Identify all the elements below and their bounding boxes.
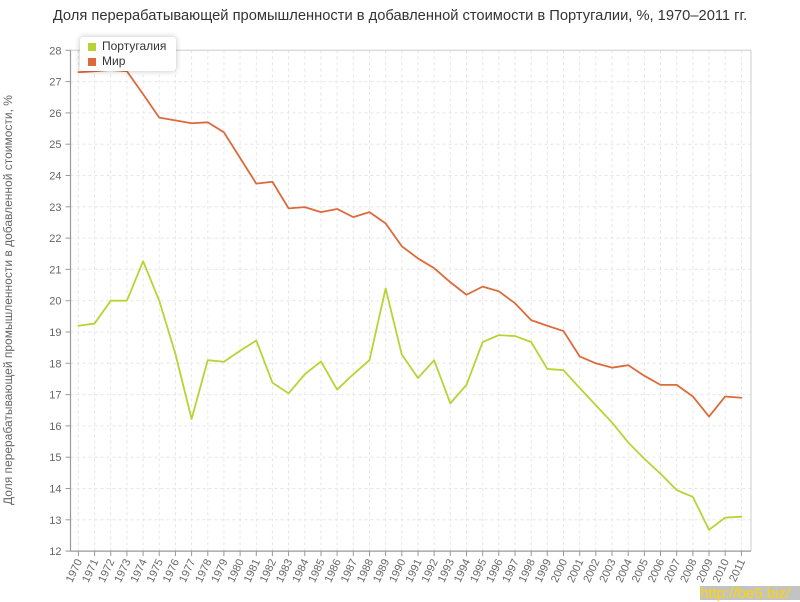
svg-text:14: 14	[49, 484, 61, 496]
svg-text:17: 17	[49, 390, 61, 402]
svg-text:2011: 2011	[727, 557, 748, 584]
svg-text:23: 23	[49, 202, 61, 214]
svg-text:27: 27	[49, 77, 61, 89]
svg-text:24: 24	[49, 171, 61, 183]
svg-text:26: 26	[49, 108, 61, 120]
svg-text:19: 19	[49, 327, 61, 339]
svg-text:13: 13	[49, 515, 61, 527]
svg-text:20: 20	[49, 296, 61, 308]
svg-text:22: 22	[49, 233, 61, 245]
svg-text:16: 16	[49, 421, 61, 433]
svg-text:12: 12	[49, 546, 61, 558]
svg-text:25: 25	[49, 139, 61, 151]
svg-text:21: 21	[49, 264, 61, 276]
svg-text:28: 28	[49, 45, 61, 57]
svg-text:18: 18	[49, 358, 61, 370]
svg-text:15: 15	[49, 452, 61, 464]
